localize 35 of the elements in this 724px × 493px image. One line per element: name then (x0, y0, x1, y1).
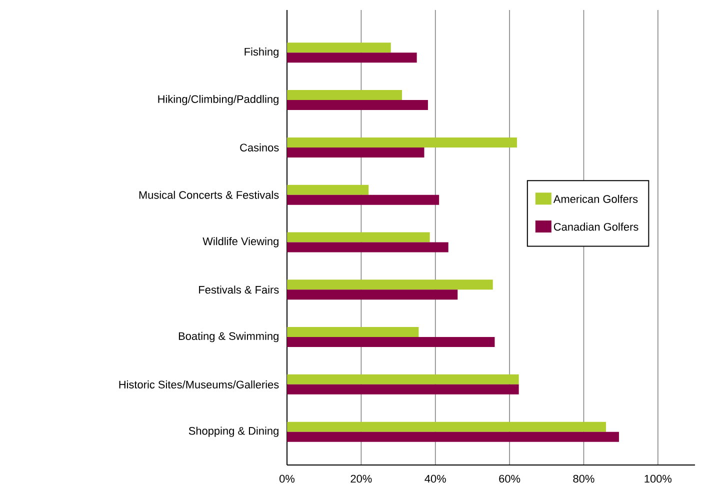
bar (287, 384, 519, 394)
bar (287, 280, 493, 290)
x-tick-label: 60% (499, 474, 520, 483)
y-tick-label: Wildlife Viewing (202, 237, 278, 248)
bar (287, 184, 369, 195)
bar (287, 422, 606, 432)
bar (287, 242, 448, 252)
bar (287, 327, 419, 338)
x-tick-label: 20% (350, 474, 372, 483)
bar (287, 147, 424, 158)
legend-label: American Golfers (553, 194, 638, 203)
bar (287, 290, 458, 300)
bar (287, 194, 440, 205)
y-tick-label: Fishing (244, 48, 278, 58)
y-tick-label: Boating & Swimming (178, 332, 278, 342)
bar (287, 137, 517, 148)
bar (287, 90, 402, 100)
x-tick-label: 40% (424, 474, 446, 483)
y-tick-label: Historic Sites/Museums/Galleries (119, 380, 279, 388)
y-tick-label: Shopping & Dining (188, 426, 278, 437)
x-tick-label: 80% (573, 474, 594, 483)
x-tick-label: 100% (644, 474, 672, 483)
y-tick-label: Musical Concerts & Festivals (139, 190, 279, 199)
bar (287, 42, 391, 53)
y-tick-label: Hiking/Climbing/Paddling (158, 94, 278, 106)
bar (287, 337, 495, 348)
y-tick-label: Casinos (240, 143, 279, 152)
bar (287, 232, 430, 242)
bar (287, 374, 519, 384)
bar (287, 52, 417, 63)
x-tick-label: 0% (280, 474, 295, 483)
y-tick-label: Festivals & Fairs (199, 286, 279, 294)
bar (287, 432, 619, 442)
legend-label: Canadian Golfers (554, 222, 638, 231)
bar (287, 100, 428, 110)
